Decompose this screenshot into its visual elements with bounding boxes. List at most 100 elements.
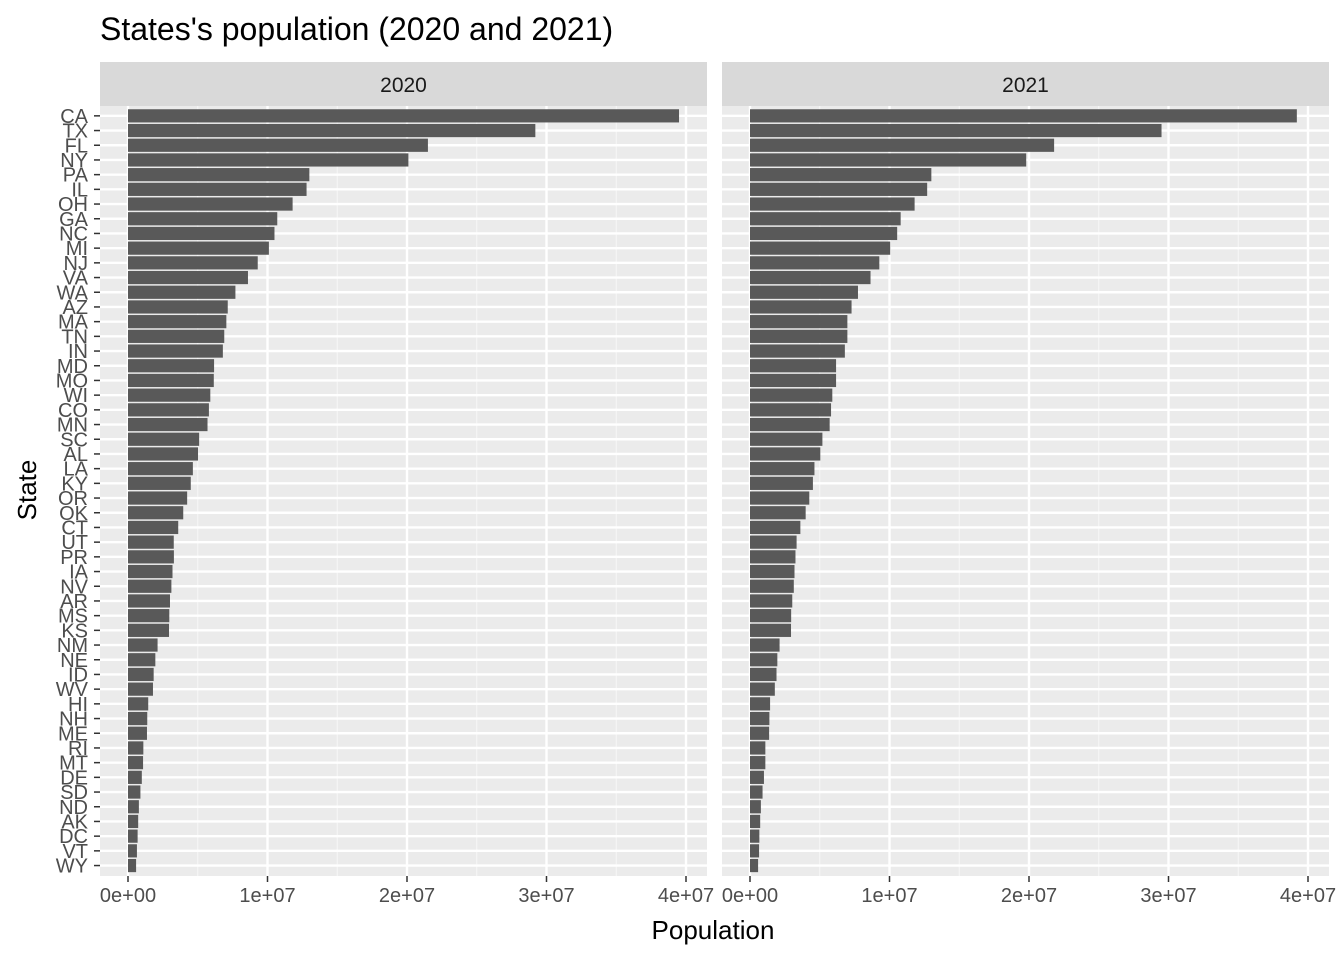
bar-nd-2021 <box>750 800 761 814</box>
bar-oh-2020 <box>128 197 293 211</box>
bar-ms-2020 <box>128 609 170 623</box>
bar-wa-2021 <box>750 285 858 299</box>
bar-ky-2021 <box>750 476 813 490</box>
y-tick-label-dc: DC <box>59 826 88 848</box>
y-tick-label-wa: WA <box>57 282 89 304</box>
bar-ga-2021 <box>750 212 901 226</box>
bar-nh-2021 <box>750 711 770 726</box>
y-tick-label-tn: TN <box>61 326 88 348</box>
bar-hi-2020 <box>128 697 149 711</box>
bar-va-2021 <box>750 270 871 285</box>
bar-az-2020 <box>128 300 228 314</box>
bar-ct-2021 <box>750 520 801 535</box>
bar-md-2020 <box>128 359 215 373</box>
bar-id-2021 <box>750 667 777 682</box>
bar-wi-2020 <box>128 388 211 402</box>
bar-sc-2021 <box>750 432 823 446</box>
y-tick-label-ky: KY <box>61 473 88 495</box>
y-tick-label-ct: CT <box>61 517 88 539</box>
bar-al-2021 <box>750 447 821 461</box>
y-tick-label-mn: MN <box>57 415 88 437</box>
bar-ok-2020 <box>128 506 184 520</box>
bar-ma-2020 <box>128 315 227 329</box>
y-tick-label-fl: FL <box>65 135 88 157</box>
bar-in-2020 <box>128 344 223 358</box>
bar-mi-2020 <box>128 241 269 255</box>
bar-ia-2021 <box>750 564 795 579</box>
bar-nj-2020 <box>128 256 258 270</box>
x-tick-label: 2e+07 <box>1001 885 1057 907</box>
bar-nh-2020 <box>128 711 148 726</box>
y-tick-label-wi: WI <box>64 385 88 407</box>
y-tick-label-ne: NE <box>60 650 88 672</box>
bar-vt-2020 <box>128 844 137 858</box>
y-tick-label-de: DE <box>60 767 88 789</box>
bar-fl-2021 <box>750 138 1055 152</box>
bar-tn-2020 <box>128 329 225 343</box>
bar-pr-2020 <box>128 550 174 564</box>
y-tick-label-pa: PA <box>63 165 89 187</box>
y-tick-label-id: ID <box>68 664 88 686</box>
chart-title: States's population (2020 and 2021) <box>100 11 613 47</box>
bar-co-2021 <box>750 403 832 417</box>
x-tick-label: 2e+07 <box>379 885 435 907</box>
y-tick-label-vt: VT <box>62 841 88 863</box>
y-tick-label-mi: MI <box>66 238 88 260</box>
bar-pa-2021 <box>750 168 932 182</box>
y-tick-label-nm: NM <box>57 635 88 657</box>
bar-ma-2021 <box>750 315 848 329</box>
bar-de-2020 <box>128 770 142 784</box>
facet-strip <box>100 62 707 106</box>
y-tick-label-wv: WV <box>56 679 89 701</box>
bar-nm-2020 <box>128 638 158 652</box>
bar-ar-2021 <box>750 594 793 608</box>
y-tick-label-ok: OK <box>59 503 89 525</box>
bar-ut-2020 <box>128 535 174 549</box>
bar-nj-2021 <box>750 256 880 270</box>
y-tick-label-in: IN <box>68 341 88 363</box>
bar-al-2020 <box>128 447 199 461</box>
y-tick-label-me: ME <box>58 723 88 745</box>
bar-mo-2021 <box>750 373 837 388</box>
bar-ut-2021 <box>750 535 797 549</box>
y-tick-label-wy: WY <box>56 856 88 878</box>
y-tick-label-az: AZ <box>62 297 88 319</box>
bar-nd-2020 <box>128 800 139 814</box>
bar-ne-2021 <box>750 653 778 667</box>
bar-or-2021 <box>750 491 810 505</box>
bar-ne-2020 <box>128 653 156 667</box>
y-tick-label-ma: MA <box>58 312 89 334</box>
bar-va-2020 <box>128 270 248 285</box>
y-tick-label-or: OR <box>58 488 88 510</box>
bar-ks-2021 <box>750 623 792 637</box>
y-tick-label-mt: MT <box>59 753 88 775</box>
bar-sd-2021 <box>750 785 763 799</box>
bar-vt-2021 <box>750 844 760 858</box>
bar-ca-2021 <box>750 109 1297 123</box>
bar-ar-2020 <box>128 594 170 608</box>
bar-ga-2020 <box>128 212 278 226</box>
y-tick-label-nj: NJ <box>64 253 88 275</box>
bar-mo-2020 <box>128 373 214 388</box>
y-tick-label-ca: CA <box>60 106 88 128</box>
bar-wv-2020 <box>128 682 153 696</box>
bar-ny-2021 <box>750 153 1027 167</box>
bar-tx-2020 <box>128 123 536 138</box>
bar-dc-2021 <box>750 829 760 843</box>
facet-strip <box>722 62 1329 106</box>
bar-az-2021 <box>750 300 852 314</box>
y-tick-label-ri: RI <box>68 738 88 760</box>
y-tick-label-md: MD <box>57 356 88 378</box>
y-tick-label-va: VA <box>63 268 89 290</box>
x-axis-2021: 0e+00 1e+07 2e+07 3e+07 4e+07 <box>722 876 1336 907</box>
y-tick-label-mo: MO <box>56 370 88 392</box>
y-tick-label-sc: SC <box>60 429 88 451</box>
x-tick-label: 0e+00 <box>722 885 778 907</box>
x-tick-label: 4e+07 <box>658 885 714 907</box>
bar-nc-2020 <box>128 226 275 241</box>
bar-il-2020 <box>128 182 307 196</box>
bar-mn-2021 <box>750 417 830 432</box>
bar-la-2020 <box>128 462 193 476</box>
y-tick-label-ga: GA <box>59 209 89 231</box>
